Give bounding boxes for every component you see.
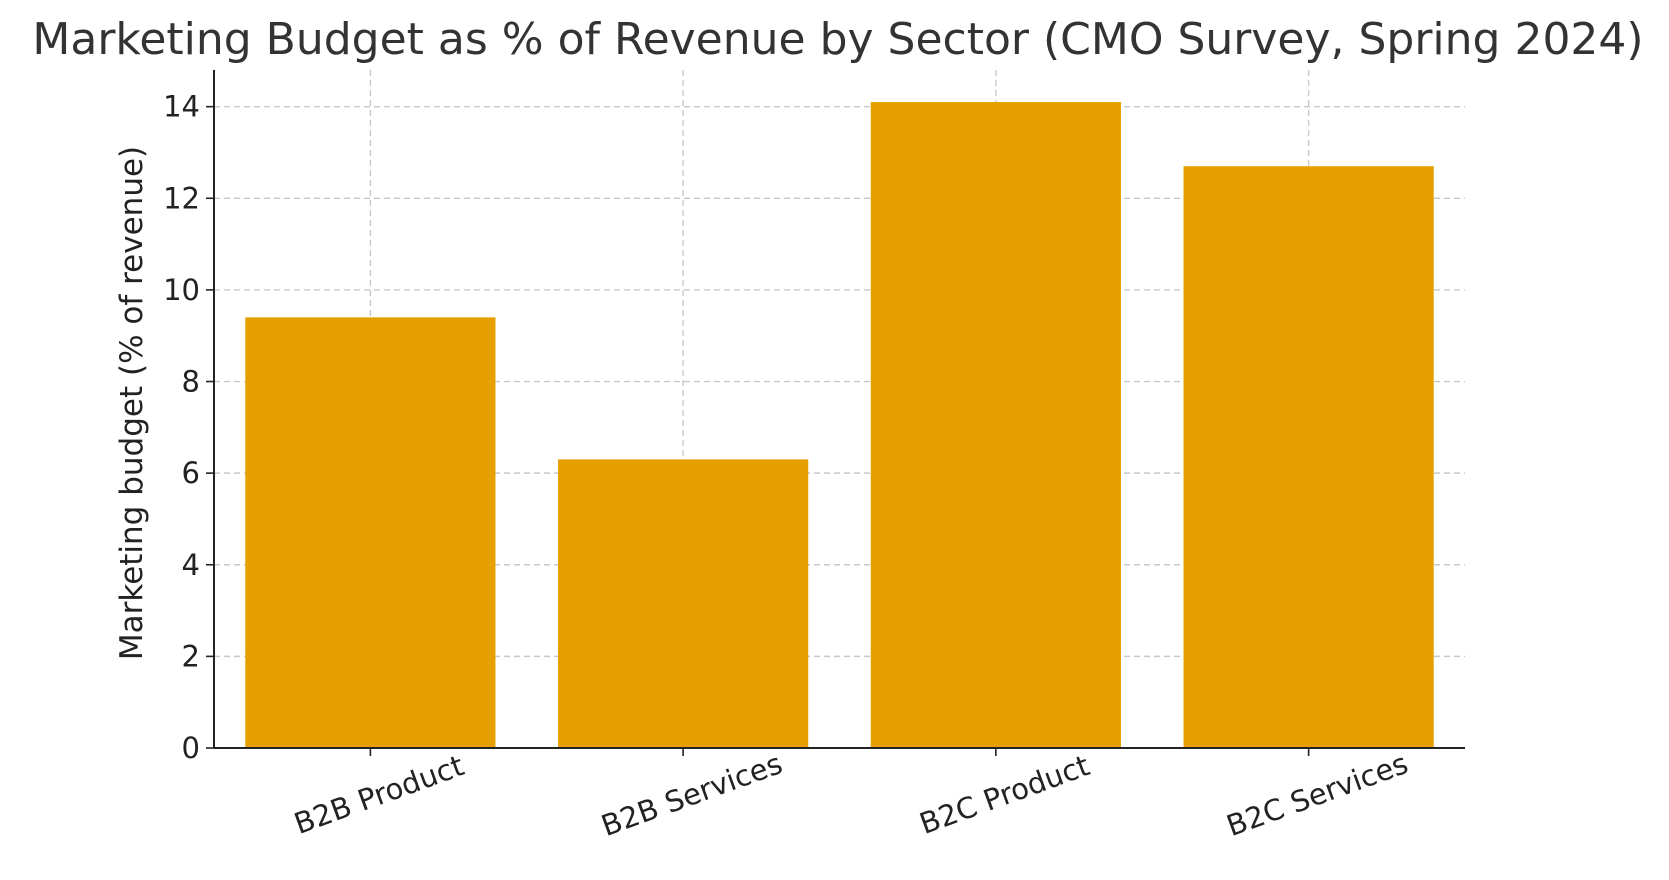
y-tick-label: 4 — [182, 548, 200, 582]
bar — [245, 317, 496, 748]
x-tick-label: B2C Services — [1222, 746, 1412, 843]
y-tick-label: 2 — [182, 639, 200, 673]
x-tick-label: B2B Services — [597, 746, 787, 843]
bar — [558, 459, 809, 748]
y-tick-label: 12 — [163, 181, 200, 215]
y-axis-label: Marketing budget (% of revenue) — [114, 146, 150, 660]
x-tick-label: B2B Product — [290, 748, 468, 841]
bars-layer — [245, 102, 1434, 748]
y-tick-label: 10 — [163, 273, 200, 307]
y-tick-label: 14 — [163, 90, 200, 124]
y-tick-label: 6 — [182, 456, 200, 490]
y-tick-label: 0 — [182, 731, 200, 765]
y-axis-ticks: 0 2 4 6 8 10 12 14 — [163, 90, 214, 765]
bar — [870, 102, 1121, 748]
x-tick-label: B2C Product — [915, 748, 1094, 841]
bar — [1183, 166, 1434, 748]
y-tick-label: 8 — [182, 365, 200, 399]
x-axis-ticks: B2B Product B2B Services B2C Product B2C Se… — [290, 746, 1413, 843]
chart-title: Marketing Budget as % of Revenue by Sect… — [32, 14, 1643, 65]
